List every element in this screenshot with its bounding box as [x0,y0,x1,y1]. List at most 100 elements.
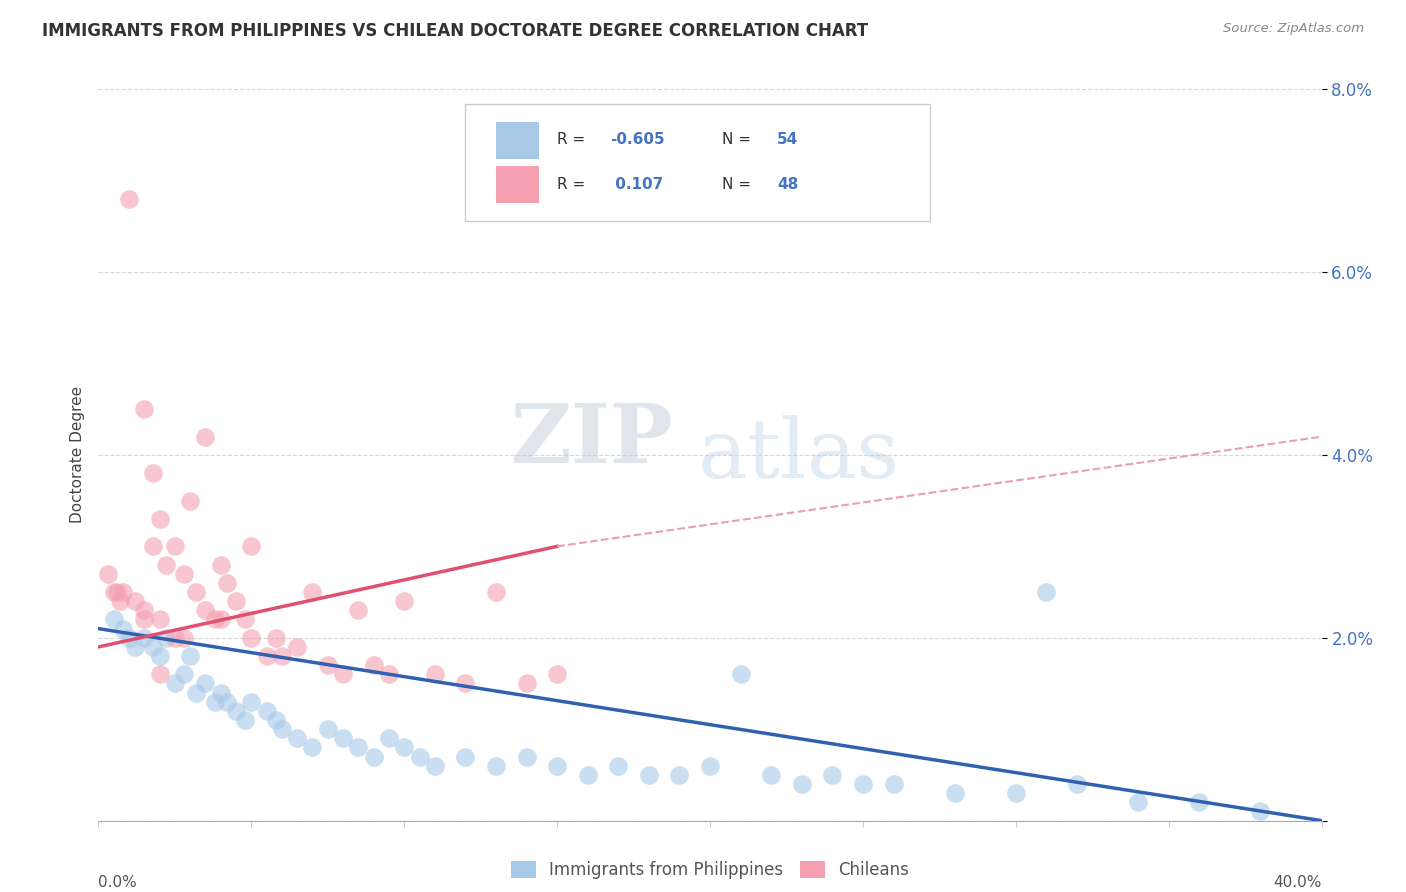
Point [142,640,165,654]
Point [637,768,661,782]
Point [516,749,538,764]
Point [1128,796,1150,810]
Point [454,749,477,764]
Point [173,631,195,645]
Point [301,740,323,755]
Point [118,631,141,645]
Point [118,192,141,206]
Point [270,649,292,664]
Point [332,731,354,746]
Point [546,667,568,681]
Point [285,731,308,746]
Point [378,731,401,746]
FancyBboxPatch shape [496,122,538,159]
Point [134,631,156,645]
Point [1035,585,1057,599]
Point [209,613,232,627]
Point [233,613,256,627]
Text: atlas: atlas [697,415,900,495]
Point [546,758,568,772]
Text: N =: N = [723,177,756,192]
Point [111,585,134,599]
Text: 0.0%: 0.0% [98,876,138,890]
Point [883,777,905,791]
Point [240,631,263,645]
Point [240,695,263,709]
Point [134,603,156,617]
Point [225,704,247,718]
Text: 54: 54 [778,132,799,147]
Point [759,768,782,782]
Point [852,777,875,791]
Point [103,613,125,627]
Point [103,585,125,599]
Point [124,594,146,608]
Text: IMMIGRANTS FROM PHILIPPINES VS CHILEAN DOCTORATE DEGREE CORRELATION CHART: IMMIGRANTS FROM PHILIPPINES VS CHILEAN D… [42,22,869,40]
Point [301,585,323,599]
Point [134,613,156,627]
Point [730,667,752,681]
Point [1249,805,1271,819]
Point [408,749,430,764]
Point [454,676,477,690]
Point [332,667,354,681]
Point [209,558,232,572]
Point [363,658,385,673]
Text: 0.107: 0.107 [610,177,664,192]
Point [347,740,370,755]
Point [149,649,172,664]
Point [179,649,201,664]
Text: R =: R = [557,177,591,192]
Point [285,640,308,654]
Text: 40.0%: 40.0% [1274,876,1322,890]
Point [485,758,508,772]
Point [173,566,195,581]
Point [108,594,131,608]
Point [485,585,508,599]
Point [668,768,690,782]
Point [155,558,177,572]
Text: -0.605: -0.605 [610,132,665,147]
Point [392,594,416,608]
Point [316,723,339,737]
Point [423,758,446,772]
Point [256,649,278,664]
Point [1066,777,1088,791]
Point [264,713,287,727]
Point [204,613,226,627]
Point [1004,786,1026,800]
Text: N =: N = [723,132,756,147]
Point [316,658,339,673]
Text: Source: ZipAtlas.com: Source: ZipAtlas.com [1223,22,1364,36]
Point [194,603,217,617]
Point [204,695,226,709]
Point [194,429,217,443]
Point [105,585,128,599]
Point [240,539,263,553]
Point [516,676,538,690]
Point [142,466,165,480]
Point [163,676,186,690]
Point [790,777,813,791]
Point [821,768,844,782]
Point [1188,796,1211,810]
Point [943,786,966,800]
Point [149,613,172,627]
Y-axis label: Doctorate Degree: Doctorate Degree [69,386,84,524]
Point [270,723,292,737]
Point [155,631,177,645]
Point [97,566,120,581]
Point [134,402,156,417]
Point [233,713,256,727]
Point [699,758,721,772]
Text: R =: R = [557,132,591,147]
Text: 48: 48 [778,177,799,192]
Point [194,676,217,690]
Point [149,512,172,526]
Point [607,758,630,772]
Point [347,603,370,617]
Point [142,539,165,553]
Point [363,749,385,764]
FancyBboxPatch shape [496,166,538,202]
Point [215,576,238,591]
